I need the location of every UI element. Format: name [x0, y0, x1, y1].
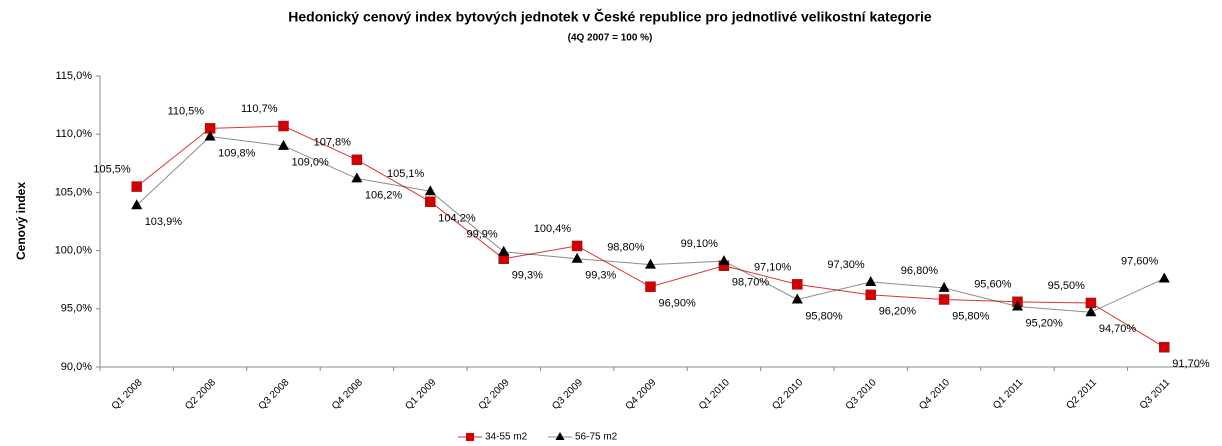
- data-label: 97,60%: [1121, 255, 1159, 267]
- data-label: 105,5%: [93, 163, 131, 175]
- marker: [131, 199, 143, 210]
- x-tick-label: Q2 2009: [477, 377, 512, 412]
- data-label: 99,3%: [512, 270, 543, 282]
- y-tick-label: 100,0%: [55, 245, 93, 257]
- marker: [645, 281, 656, 292]
- data-label: 96,90%: [659, 298, 697, 310]
- data-label: 110,7%: [241, 103, 278, 115]
- x-tick-label: Q4 2009: [624, 377, 659, 412]
- data-label: 91,70%: [1172, 358, 1210, 370]
- data-label: 99,10%: [681, 238, 719, 250]
- data-label: 107,8%: [314, 137, 352, 149]
- x-tick-label: Q3 2010: [844, 377, 879, 412]
- marker: [865, 289, 876, 301]
- data-label: 104,2%: [438, 213, 476, 225]
- marker: [131, 181, 142, 192]
- x-tick-label: Q3 2011: [1138, 377, 1173, 412]
- data-label: 110,5%: [168, 105, 205, 117]
- data-label: 97,30%: [827, 259, 865, 271]
- legend-label: 34-55 m2: [485, 432, 528, 443]
- data-label: 96,80%: [901, 265, 939, 277]
- x-tick-label: Q4 2008: [330, 377, 365, 412]
- x-tick-label: Q4 2010: [917, 377, 952, 412]
- marker: [278, 139, 289, 150]
- data-label: 105,1%: [387, 168, 425, 180]
- x-tick-label: Q3 2008: [257, 377, 292, 412]
- data-label: 96,20%: [879, 306, 917, 318]
- data-label: 95,80%: [805, 310, 843, 322]
- marker: [1158, 272, 1170, 283]
- marker: [1085, 306, 1097, 317]
- data-label: 109,0%: [292, 157, 330, 169]
- marker: [424, 185, 436, 196]
- chart-title: Hedonický cenový index bytových jednotek…: [288, 8, 932, 25]
- y-tick-label: 105,0%: [55, 186, 93, 198]
- marker: [938, 294, 950, 305]
- marker: [571, 252, 583, 263]
- x-tick-label: Q2 2008: [183, 377, 218, 412]
- marker: [351, 172, 363, 183]
- data-label: 109,8%: [218, 147, 256, 159]
- data-label: 97,10%: [754, 261, 792, 273]
- marker: [571, 240, 583, 252]
- x-tick-label: Q2 2010: [770, 377, 805, 412]
- data-label: 95,80%: [952, 310, 990, 322]
- x-tick-label: Q1 2008: [110, 377, 145, 412]
- legend-marker: [555, 432, 565, 440]
- y-axis-label: Cenový index: [14, 182, 28, 260]
- y-tick-label: 115,0%: [56, 70, 93, 82]
- data-label: 99,3%: [585, 270, 616, 282]
- data-label: 94,70%: [1099, 323, 1137, 335]
- marker: [791, 293, 803, 304]
- data-label: 95,50%: [1048, 280, 1086, 292]
- data-label: 106,2%: [365, 189, 403, 201]
- marker: [204, 130, 216, 141]
- x-tick-label: Q1 2010: [697, 377, 732, 412]
- x-tick-label: Q1 2009: [403, 377, 438, 412]
- marker: [865, 276, 877, 287]
- marker: [498, 245, 510, 256]
- chart-subtitle: (4Q 2007 = 100 %): [568, 33, 653, 44]
- marker: [792, 279, 803, 290]
- data-label: 95,60%: [974, 279, 1012, 291]
- marker: [1159, 341, 1170, 353]
- x-tick-label: Q3 2009: [550, 377, 585, 412]
- data-label: 103,9%: [145, 216, 183, 228]
- data-label: 98,70%: [732, 277, 770, 289]
- y-tick-label: 95,0%: [61, 303, 92, 315]
- data-label: 98,80%: [607, 241, 645, 253]
- legend-marker: [466, 433, 474, 441]
- x-tick-label: Q1 2011: [991, 377, 1026, 412]
- marker: [278, 120, 289, 132]
- marker: [1012, 300, 1023, 311]
- marker: [645, 258, 656, 269]
- y-tick-label: 90,0%: [61, 361, 92, 373]
- x-tick-label: Q2 2011: [1065, 377, 1100, 412]
- data-label: 95,20%: [1026, 317, 1064, 329]
- marker: [425, 196, 436, 207]
- data-label: 99,9%: [466, 229, 497, 241]
- y-tick-label: 110,0%: [56, 128, 93, 140]
- marker: [718, 255, 730, 266]
- data-label: 100,4%: [534, 223, 572, 235]
- marker: [938, 281, 950, 292]
- legend-label: 56-75 m2: [575, 432, 618, 443]
- marker: [351, 154, 363, 166]
